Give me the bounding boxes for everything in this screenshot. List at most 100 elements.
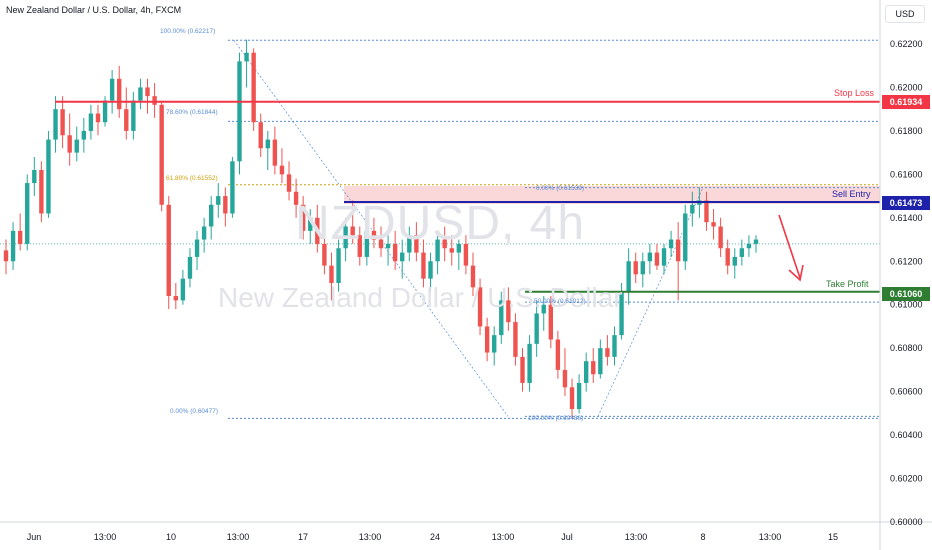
candle-body (732, 256, 737, 266)
fib-label-0-left: 0.00% (0.60477) (170, 408, 219, 415)
candle-body (216, 196, 221, 205)
candle-body (223, 196, 228, 214)
candle-body (541, 304, 546, 314)
candle-body (725, 248, 730, 266)
candle-body (435, 239, 440, 262)
candle-body (506, 300, 511, 323)
candle-body (364, 230, 370, 257)
candle-body (442, 239, 447, 249)
candle-body (499, 300, 504, 336)
candle-body (668, 239, 674, 249)
candle-body (322, 243, 327, 266)
y-tick-label: 0.60800 (890, 343, 923, 353)
candle-body (513, 322, 518, 357)
candle-body (400, 252, 405, 262)
down-arrow-icon (778, 214, 804, 282)
x-tick-label: 13:00 (759, 532, 782, 542)
candle-body (463, 243, 469, 266)
y-tick-label: 0.60000 (890, 517, 923, 527)
x-tick-label: 13:00 (227, 532, 250, 542)
x-tick-label: 10 (166, 532, 176, 542)
y-tick-label: 0.60200 (890, 474, 923, 484)
candle-body (81, 130, 87, 140)
x-tick-label: 13:00 (492, 532, 515, 542)
candle-body (683, 213, 688, 262)
candle-body (690, 204, 695, 214)
candle-body (293, 191, 299, 205)
candle-body (173, 296, 179, 301)
candle-body (640, 261, 645, 275)
y-tick-label: 0.62000 (890, 82, 923, 92)
candle-body (449, 248, 454, 253)
candle-body (53, 109, 58, 140)
candle-body (300, 204, 306, 231)
y-tick-label: 0.61000 (890, 300, 923, 310)
sell-entry-price-badge: 0.61473 (882, 196, 930, 210)
candle-body (492, 335, 497, 353)
x-tick-label: 8 (700, 532, 705, 542)
currency-selector[interactable]: USD (885, 5, 925, 23)
candle-body (308, 217, 313, 231)
candle-body (484, 326, 490, 353)
candle-body (619, 291, 624, 336)
candle-body (739, 248, 745, 257)
fib-label-618: 61.80% (0.61552) (166, 175, 218, 182)
candle-body (329, 265, 334, 283)
candle-body (315, 217, 320, 244)
trade-levels (55, 100, 880, 293)
candle-body (117, 78, 122, 110)
candle-body (152, 96, 157, 105)
fib-trendline-left (233, 40, 509, 417)
candle-body (626, 261, 631, 292)
y-tick-label: 0.62200 (890, 39, 923, 49)
candle-body (477, 287, 483, 327)
candle-body (591, 361, 596, 375)
candle-body (456, 243, 462, 253)
candle-body (159, 104, 164, 205)
candle-body (385, 243, 391, 249)
candle-body (711, 222, 716, 227)
candle-body (124, 109, 129, 131)
candle-body (272, 139, 278, 166)
y-tick-label: 0.60400 (890, 430, 923, 440)
candle-body (187, 256, 193, 279)
candle-body (67, 135, 72, 153)
candle-body (428, 261, 433, 279)
candle-body (88, 113, 94, 131)
candle-body (598, 348, 603, 375)
candle-body (654, 252, 660, 266)
candle-body (718, 226, 723, 249)
candle-body (138, 87, 143, 101)
candle-body (131, 100, 136, 131)
candle-body (265, 139, 270, 149)
x-tick-label: 13:00 (625, 532, 648, 542)
y-tick-label: 0.61400 (890, 213, 923, 223)
candle-body (527, 343, 532, 383)
sell-entry-label: Sell Entry (832, 189, 871, 199)
x-tick-label: 17 (298, 532, 308, 542)
candle-body (633, 261, 638, 275)
candle-body (74, 139, 79, 153)
y-tick-label: 0.61600 (890, 169, 923, 179)
candle-body (534, 313, 539, 344)
candle-body (357, 235, 362, 257)
candle-body (583, 361, 589, 383)
candle-body (371, 230, 377, 240)
candle-body (279, 165, 285, 175)
watermark-name: New Zealand Dollar / U.S. Dollar (218, 282, 623, 313)
candle-body (25, 183, 30, 244)
candle-body (612, 335, 617, 357)
candle-body (95, 113, 101, 123)
candle-body (258, 122, 263, 149)
take-profit-price-badge: 0.61060 (882, 287, 930, 301)
fibonacci-levels (228, 39, 880, 419)
stop-loss-label: Stop Loss (834, 88, 875, 98)
candle-body (244, 52, 249, 62)
take-profit-label: Take Profit (826, 279, 869, 289)
candle-body (378, 239, 384, 249)
candle-body (46, 139, 51, 214)
candle-body (569, 387, 575, 410)
candle-body (230, 161, 235, 214)
y-tick-label: 0.61200 (890, 256, 923, 266)
